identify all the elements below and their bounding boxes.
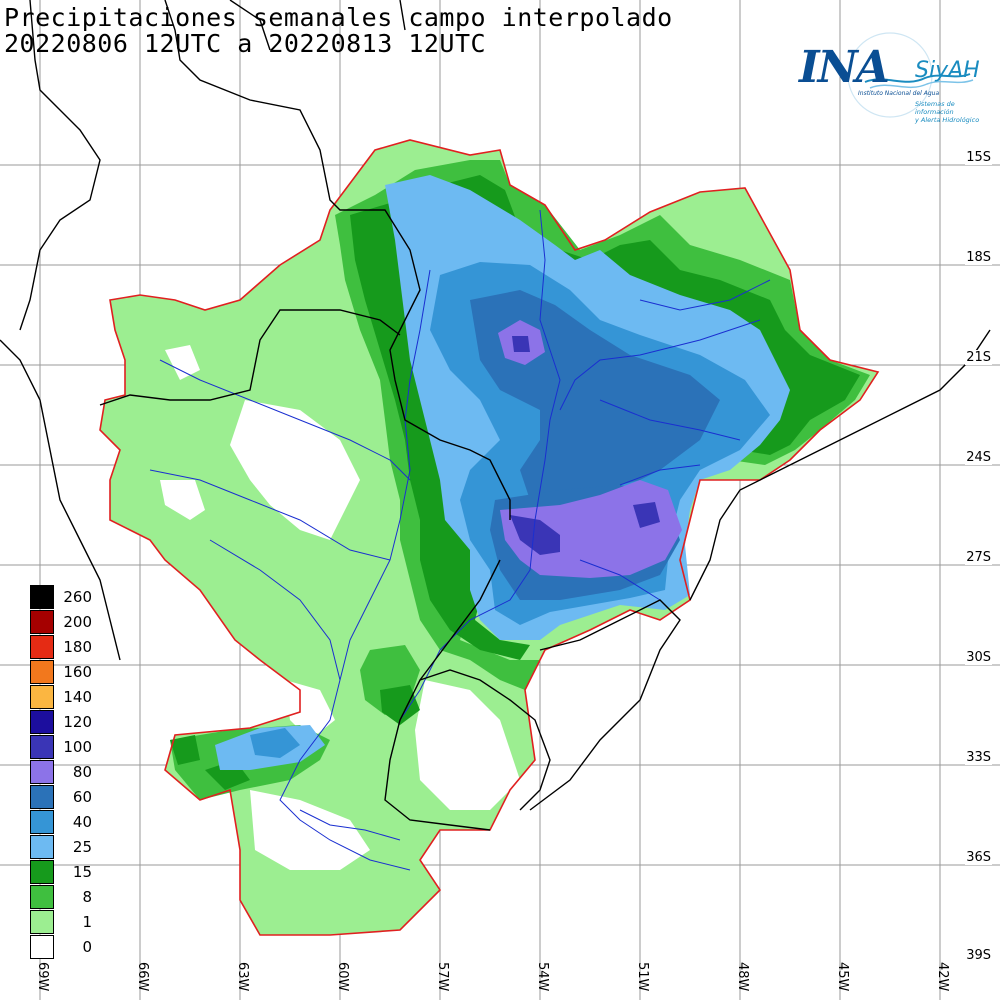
legend-label: 15 xyxy=(72,863,92,881)
lon-label-51w: 51W xyxy=(635,962,650,992)
legend-item: 1 xyxy=(30,910,110,935)
field-100mm-north xyxy=(512,336,530,352)
legend-swatch xyxy=(30,710,54,734)
legend-label: 60 xyxy=(72,788,92,806)
lat-label-15s: 15S xyxy=(965,150,992,165)
field-15mm-blob-a xyxy=(380,685,420,725)
legend-swatch xyxy=(30,785,54,809)
legend-label: 120 xyxy=(63,713,92,731)
lat-label-33s: 33S xyxy=(965,750,992,765)
lon-label-54w: 54W xyxy=(535,962,550,992)
legend-swatch xyxy=(30,910,54,934)
country-borders xyxy=(0,0,991,831)
legend-label: 140 xyxy=(63,688,92,706)
map-period: 20220806 12UTC a 20220813 12UTC xyxy=(4,29,487,58)
legend-swatch xyxy=(30,735,54,759)
field-0mm-b xyxy=(160,480,205,520)
legend-swatch xyxy=(30,635,54,659)
legend-label: 160 xyxy=(63,663,92,681)
logo-tagline-1: Sistemas de información xyxy=(915,100,955,116)
legend-swatch xyxy=(30,760,54,784)
legend-swatch xyxy=(30,585,54,609)
map-title: Precipitaciones semanales campo interpol… xyxy=(4,3,673,32)
legend-swatch xyxy=(30,810,54,834)
legend-item: 200 xyxy=(30,610,110,635)
field-0mm-a xyxy=(230,400,360,540)
legend-item: 100 xyxy=(30,735,110,760)
lat-label-27s: 27S xyxy=(965,550,992,565)
legend-label: 0 xyxy=(82,938,92,956)
legend-swatch xyxy=(30,835,54,859)
legend-swatch xyxy=(30,935,54,959)
logo-swoosh xyxy=(847,32,974,118)
legend-label: 180 xyxy=(63,638,92,656)
legend-label: 8 xyxy=(82,888,92,906)
legend-label: 260 xyxy=(63,588,92,606)
legend-item: 120 xyxy=(30,710,110,735)
legend-item: 160 xyxy=(30,660,110,685)
logo-ina-text: INA xyxy=(799,42,890,93)
legend-swatch xyxy=(30,685,54,709)
lon-label-66w: 66W xyxy=(135,962,150,992)
field-0mm-e xyxy=(250,790,370,870)
logo-tagline: Sistemas de información y Alerta Hidroló… xyxy=(915,100,995,124)
field-40mm-blob xyxy=(250,728,300,758)
rivers xyxy=(149,209,771,871)
lon-label-69w: 69W xyxy=(35,962,50,992)
lat-label-21s: 21S xyxy=(965,350,992,365)
legend-label: 200 xyxy=(63,613,92,631)
lon-label-57w: 57W xyxy=(435,962,450,992)
lat-label-39s: 39S xyxy=(965,948,992,963)
lon-label-60w: 60W xyxy=(335,962,350,992)
lat-label-24s: 24S xyxy=(965,450,992,465)
legend-item: 40 xyxy=(30,810,110,835)
ina-siyah-logo: INA SiyAH Instituto Nacional del Agua Si… xyxy=(795,30,995,130)
legend-swatch xyxy=(30,860,54,884)
legend-item: 0 xyxy=(30,935,110,960)
legend-item: 25 xyxy=(30,835,110,860)
lat-label-18s: 18S xyxy=(965,250,992,265)
field-100mm-a xyxy=(510,515,560,555)
legend-label: 100 xyxy=(63,738,92,756)
lon-label-63w: 63W xyxy=(235,962,250,992)
legend-label: 40 xyxy=(72,813,92,831)
logo-tagline-2: y Alerta Hidrológico xyxy=(915,116,980,124)
field-0mm-f xyxy=(285,680,335,740)
lon-label-42w: 42W xyxy=(935,962,950,992)
lon-label-48w: 48W xyxy=(735,962,750,992)
field-0mm-c xyxy=(165,345,200,380)
legend-label: 80 xyxy=(72,763,92,781)
legend-swatch xyxy=(30,610,54,634)
legend-item: 8 xyxy=(30,885,110,910)
legend-item: 180 xyxy=(30,635,110,660)
legend-label: 25 xyxy=(72,838,92,856)
field-100mm-b xyxy=(633,502,660,528)
legend-label: 1 xyxy=(82,913,92,931)
field-15mm-blob-c xyxy=(170,735,200,765)
legend-item: 140 xyxy=(30,685,110,710)
basin-outline xyxy=(99,139,880,936)
lon-label-45w: 45W xyxy=(835,962,850,992)
lat-label-30s: 30S xyxy=(965,650,992,665)
lat-label-36s: 36S xyxy=(965,850,992,865)
logo-subtitle: Instituto Nacional del Agua xyxy=(858,90,940,97)
field-0mm-d xyxy=(415,680,520,810)
legend-swatch xyxy=(30,660,54,684)
legend-swatch xyxy=(30,885,54,909)
legend-item: 60 xyxy=(30,785,110,810)
legend-item: 15 xyxy=(30,860,110,885)
logo-siyah-text: SiyAH xyxy=(915,58,980,83)
legend-item: 80 xyxy=(30,760,110,785)
legend-item: 260 xyxy=(30,585,110,610)
precipitation-field xyxy=(100,140,878,935)
